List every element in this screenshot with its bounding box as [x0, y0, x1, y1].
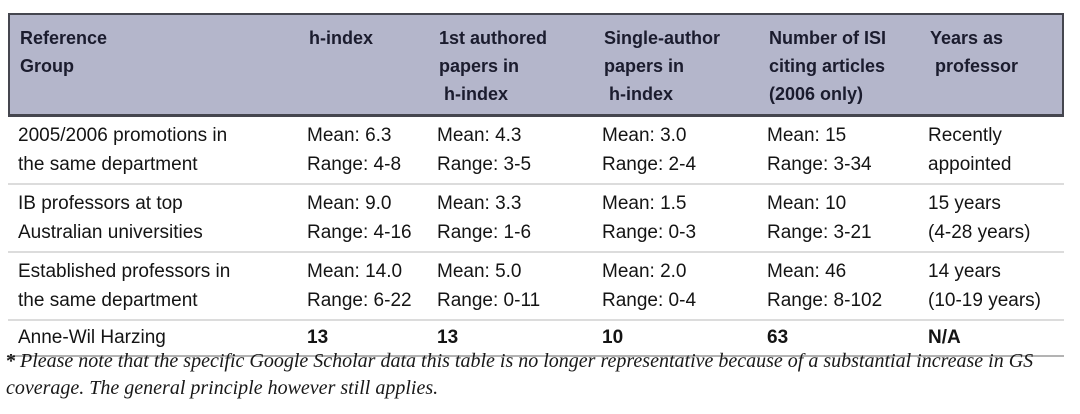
col-header-single-author: Single-author papers in h-index — [604, 28, 720, 104]
table-header-row: Reference Group h-index 1st authored pap… — [8, 13, 1064, 117]
cell-years: 15 years (4-28 years) — [928, 193, 1031, 243]
cell-years: Recently appointed — [928, 125, 1012, 175]
cell-h-index: Mean: 9.0 Range: 4-16 — [307, 193, 412, 243]
cell-single-author: Mean: 2.0 Range: 0-4 — [602, 261, 697, 311]
cell-group: 2005/2006 promotions in the same departm… — [18, 125, 228, 175]
col-header-years-as-professor: Years as professor — [930, 28, 1019, 76]
cell-isi-citing: 63 — [767, 327, 789, 348]
cell-h-index: Mean: 6.3 Range: 4-8 — [307, 125, 402, 175]
col-header-first-authored: 1st authored papers in h-index — [439, 28, 548, 104]
cell-group: IB professors at top Australian universi… — [18, 193, 203, 243]
cell-first-authored: Mean: 5.0 Range: 0-11 — [437, 261, 541, 311]
cell-single-author: 10 — [602, 327, 624, 348]
cell-isi-citing: Mean: 10 Range: 3-21 — [767, 193, 872, 243]
footnote-text: Please note that the specific Google Sch… — [6, 350, 1034, 399]
reference-group-table: Reference Group h-index 1st authored pap… — [8, 13, 1064, 357]
footnote-asterisk: * — [6, 350, 16, 372]
cell-isi-citing: Mean: 46 Range: 8-102 — [767, 261, 883, 311]
cell-single-author: Mean: 3.0 Range: 2-4 — [602, 125, 697, 175]
table-footnote: * Please note that the specific Google Sc… — [6, 348, 1076, 402]
cell-years: 14 years (10-19 years) — [928, 261, 1041, 311]
cell-h-index: Mean: 14.0 Range: 6-22 — [307, 261, 412, 311]
table-row: Established professors in the same depar… — [8, 253, 1064, 321]
cell-first-authored: Mean: 4.3 Range: 3-5 — [437, 125, 532, 175]
cell-first-authored: 13 — [437, 327, 459, 348]
cell-isi-citing: Mean: 15 Range: 3-34 — [767, 125, 872, 175]
cell-single-author: Mean: 1.5 Range: 0-3 — [602, 193, 697, 243]
cell-h-index: 13 — [307, 327, 329, 348]
cell-years: N/A — [928, 327, 961, 348]
table-row: 2005/2006 promotions in the same departm… — [8, 117, 1064, 185]
cell-first-authored: Mean: 3.3 Range: 1-6 — [437, 193, 532, 243]
cell-group: Anne-Wil Harzing — [18, 327, 166, 348]
table-row: IB professors at top Australian universi… — [8, 185, 1064, 253]
col-header-reference-group: Reference Group — [20, 28, 108, 76]
cell-group: Established professors in the same depar… — [18, 261, 231, 311]
table-summary-row: Anne-Wil Harzing 13 13 10 63 N/A — [8, 321, 1064, 357]
col-header-h-index: h-index — [309, 28, 374, 48]
col-header-isi-citing: Number of ISI citing articles (2006 only… — [769, 28, 887, 104]
